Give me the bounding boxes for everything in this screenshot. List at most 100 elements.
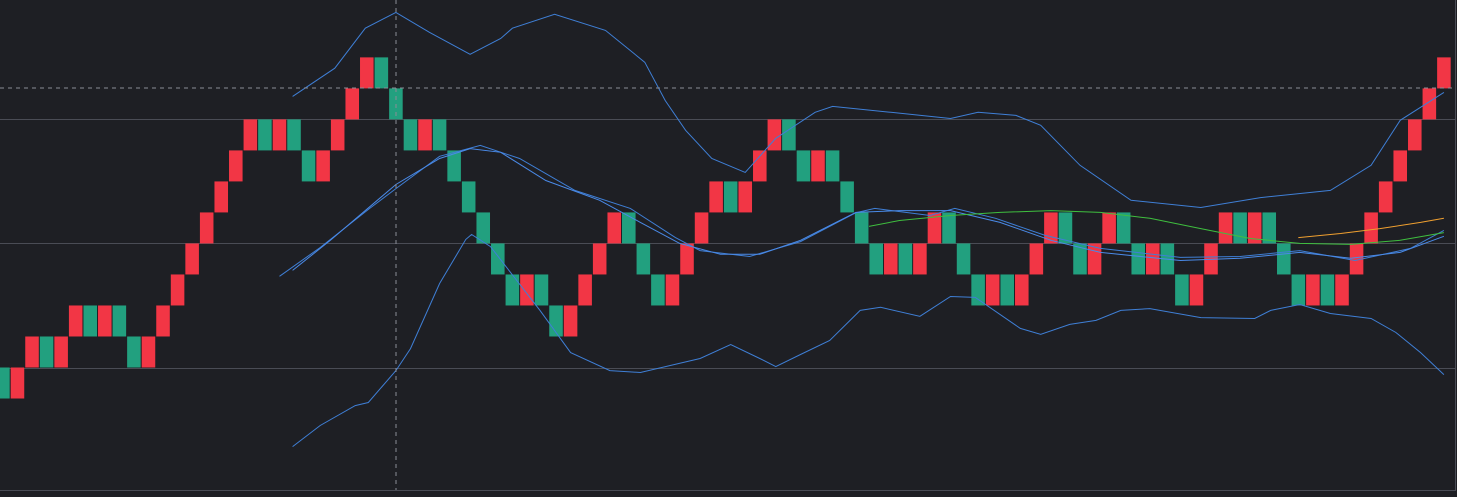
renko-brick (0, 367, 10, 399)
renko-brick (54, 336, 68, 368)
renko-brick (898, 243, 913, 275)
renko-brick (651, 274, 665, 306)
renko-brick (1189, 274, 1204, 306)
renko-brick (345, 88, 360, 120)
indicator-line (868, 210, 1444, 245)
renko-brick (767, 119, 782, 151)
renko-brick (170, 274, 185, 306)
renko-brick (607, 212, 622, 244)
renko-brick (592, 243, 607, 275)
renko-brick (25, 336, 39, 368)
renko-brick (243, 119, 258, 151)
renko-brick (68, 305, 83, 337)
renko-brick (1146, 243, 1160, 275)
renko-brick (1320, 274, 1335, 306)
renko-brick (869, 243, 884, 275)
renko-brick (1102, 212, 1116, 244)
renko-brick (927, 212, 942, 244)
renko-brick (432, 119, 447, 151)
renko-brick (316, 150, 330, 182)
indicator-line (279, 144, 1445, 277)
renko-brick (796, 150, 811, 182)
renko-brick (389, 88, 403, 120)
renko-brick (403, 119, 418, 151)
indicator-line (292, 233, 1445, 447)
renko-brick (505, 274, 520, 306)
renko-brick (185, 243, 199, 275)
renko-brick (884, 243, 898, 275)
renko-brick (520, 274, 534, 306)
renko-brick (1131, 243, 1146, 275)
renko-brick (1437, 57, 1451, 89)
renko-brick (258, 119, 272, 151)
renko-brick (971, 274, 985, 306)
indicator-lines (279, 11, 1445, 447)
renko-brick (636, 243, 651, 275)
renko-brick (578, 274, 592, 306)
renko-brick (1306, 274, 1320, 306)
renko-brick (1349, 243, 1364, 275)
renko-brick (1000, 274, 1015, 306)
renko-brick (98, 305, 112, 337)
renko-brick (476, 212, 491, 244)
renko-brick (1408, 119, 1422, 151)
renko-brick (287, 119, 301, 151)
renko-brick (418, 119, 432, 151)
renko-brick (665, 274, 680, 306)
renko-brick (825, 150, 840, 182)
renko-brick (549, 305, 563, 337)
renko-brick (141, 336, 156, 368)
renko-brick (360, 57, 374, 89)
renko-brick (1422, 88, 1437, 120)
renko-brick (956, 243, 971, 275)
renko-brick (723, 181, 738, 213)
renko-brick (229, 150, 243, 182)
renko-brick (563, 305, 578, 337)
renko-brick (811, 150, 825, 182)
bricks (0, 57, 1451, 399)
renko-brick (447, 150, 461, 182)
renko-brick (782, 119, 796, 151)
indicator-line (1298, 217, 1444, 239)
renko-brick (301, 150, 316, 182)
renko-brick (680, 243, 694, 275)
renko-brick (1116, 212, 1131, 244)
renko-brick (942, 212, 956, 244)
renko-brick (913, 243, 927, 275)
renko-brick (83, 305, 98, 337)
renko-brick (1058, 212, 1073, 244)
renko-brick (709, 181, 723, 213)
renko-brick (156, 305, 170, 337)
renko-brick (1015, 274, 1029, 306)
renko-brick (854, 212, 869, 244)
renko-brick (1087, 243, 1102, 275)
renko-brick (39, 336, 54, 368)
indicator-line (292, 148, 1445, 271)
renko-brick (127, 336, 141, 368)
renko-brick (1233, 212, 1247, 244)
renko-brick (1291, 274, 1306, 306)
renko-brick (461, 181, 476, 213)
renko-brick (1073, 243, 1087, 275)
renko-brick (1277, 243, 1291, 275)
renko-brick (985, 274, 1000, 306)
renko-brick (840, 181, 854, 213)
renko-brick (1262, 212, 1277, 244)
renko-brick (1218, 212, 1233, 244)
renko-brick (1378, 181, 1393, 213)
renko-brick (1335, 274, 1349, 306)
renko-brick (491, 243, 505, 275)
renko-brick (374, 57, 389, 89)
renko-brick (738, 181, 753, 213)
renko-brick (214, 181, 229, 213)
indicator-line (292, 11, 1445, 209)
renko-brick (112, 305, 127, 337)
renko-brick (330, 119, 345, 151)
renko-brick (1175, 274, 1189, 306)
renko-brick (199, 212, 214, 244)
renko-brick (1029, 243, 1044, 275)
renko-brick (694, 212, 709, 244)
renko-brick (1247, 212, 1262, 244)
renko-brick (622, 212, 636, 244)
